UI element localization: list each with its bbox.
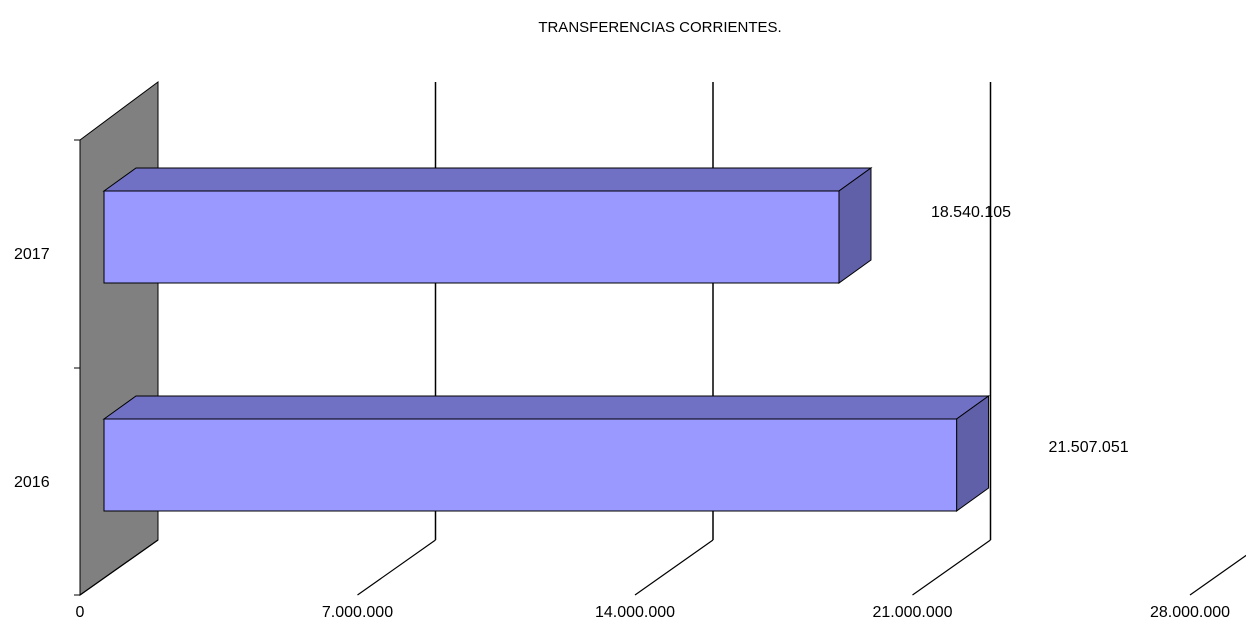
floor-grid-line bbox=[635, 540, 713, 595]
bar bbox=[104, 191, 839, 283]
bar bbox=[104, 419, 957, 511]
bar-top bbox=[104, 168, 871, 191]
y-tick-label: 2017 bbox=[14, 246, 50, 263]
data-label: 21.507.051 bbox=[1049, 439, 1129, 456]
y-tick-label: 2016 bbox=[14, 474, 50, 491]
x-tick-label: 28.000.000 bbox=[1150, 604, 1230, 621]
x-tick-label: 0 bbox=[76, 604, 85, 621]
x-tick-label: 14.000.000 bbox=[595, 604, 675, 621]
floor-grid-line bbox=[1190, 540, 1246, 595]
x-tick-label: 21.000.000 bbox=[872, 604, 952, 621]
floor-grid-line bbox=[913, 540, 991, 595]
chart: TRANSFERENCIAS CORRIENTES. 0 7.000.000 14.… bbox=[0, 0, 1246, 630]
chart-title: TRANSFERENCIAS CORRIENTES. bbox=[538, 19, 781, 36]
data-label: 18.540.105 bbox=[931, 204, 1011, 221]
side-wall bbox=[80, 82, 158, 595]
floor-grid-line bbox=[358, 540, 436, 595]
x-tick-label: 7.000.000 bbox=[322, 604, 393, 621]
bar-top bbox=[104, 396, 989, 419]
